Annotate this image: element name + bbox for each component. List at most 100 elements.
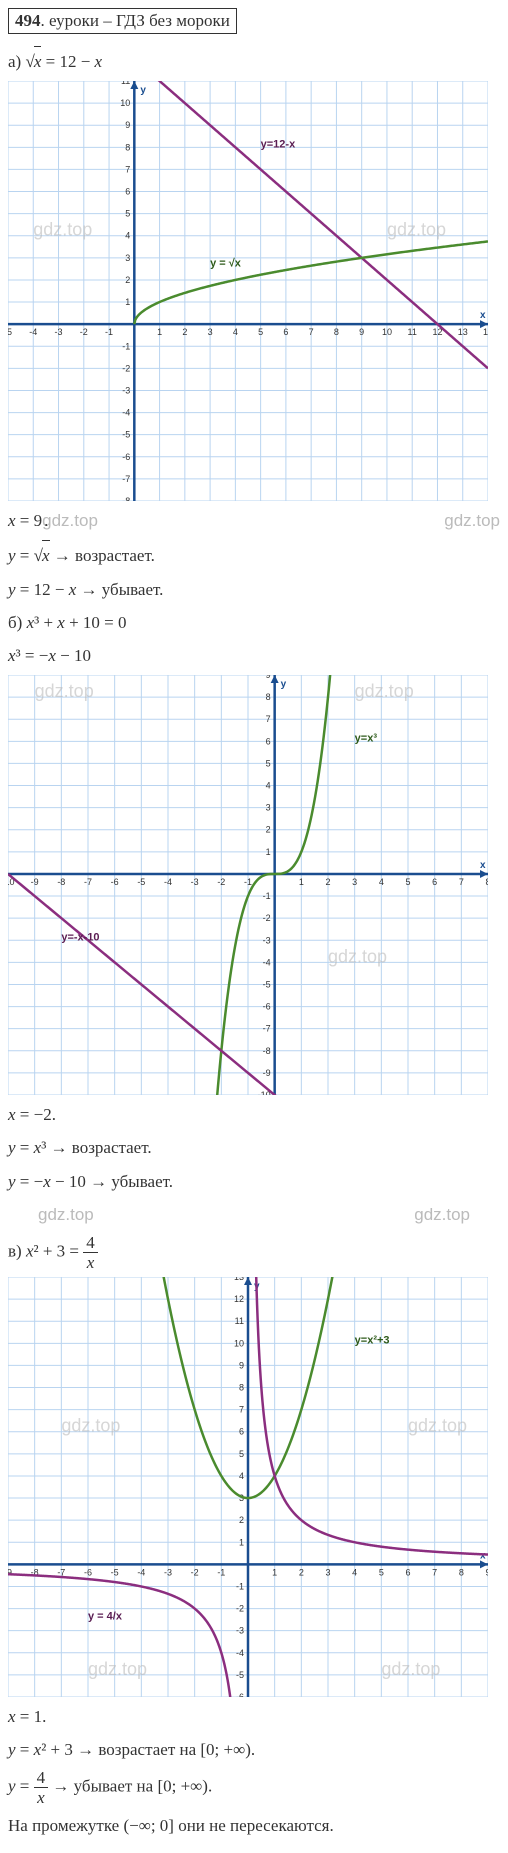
svg-text:-7: -7 bbox=[84, 877, 92, 887]
svg-text:2: 2 bbox=[266, 825, 271, 835]
svg-text:9: 9 bbox=[125, 120, 130, 130]
header-text: . еуроки – ГДЗ без мороки bbox=[41, 11, 230, 30]
svg-text:6: 6 bbox=[405, 1567, 410, 1577]
svg-text:y=x³: y=x³ bbox=[355, 732, 378, 744]
svg-text:gdz.top: gdz.top bbox=[88, 1659, 147, 1679]
svg-text:12: 12 bbox=[234, 1294, 244, 1304]
problem-number: 494 bbox=[15, 11, 41, 30]
svg-text:14: 14 bbox=[483, 327, 488, 337]
part-c-mono1: y = x² + 3 → возрастает на [0; +∞). bbox=[8, 1736, 500, 1763]
part-c-equation: в) x² + 3 = 4x bbox=[8, 1234, 500, 1271]
svg-text:4: 4 bbox=[352, 1567, 357, 1577]
svg-text:-8: -8 bbox=[122, 496, 130, 501]
svg-text:5: 5 bbox=[405, 877, 410, 887]
svg-text:gdz.top: gdz.top bbox=[328, 946, 387, 966]
svg-text:3: 3 bbox=[125, 253, 130, 263]
svg-text:7: 7 bbox=[459, 877, 464, 887]
svg-text:9: 9 bbox=[359, 327, 364, 337]
svg-text:-9: -9 bbox=[263, 1068, 271, 1078]
svg-text:gdz.top: gdz.top bbox=[381, 1659, 440, 1679]
svg-text:2: 2 bbox=[299, 1567, 304, 1577]
svg-text:8: 8 bbox=[334, 327, 339, 337]
svg-text:-2: -2 bbox=[80, 327, 88, 337]
svg-text:-6: -6 bbox=[84, 1567, 92, 1577]
svg-text:6: 6 bbox=[432, 877, 437, 887]
svg-text:-5: -5 bbox=[236, 1670, 244, 1680]
part-b-eq1: б) x³ + x + 10 = 0 bbox=[8, 609, 500, 636]
svg-text:-5: -5 bbox=[137, 877, 145, 887]
svg-text:-5: -5 bbox=[111, 1567, 119, 1577]
svg-text:-6: -6 bbox=[236, 1692, 244, 1697]
svg-text:-4: -4 bbox=[29, 327, 37, 337]
svg-text:gdz.top: gdz.top bbox=[355, 681, 414, 701]
svg-text:7: 7 bbox=[239, 1405, 244, 1415]
svg-text:-1: -1 bbox=[244, 877, 252, 887]
svg-text:x: x bbox=[480, 1550, 486, 1561]
svg-text:y = √x: y = √x bbox=[210, 258, 242, 270]
svg-text:gdz.top: gdz.top bbox=[35, 681, 94, 701]
chart-b: -10-9-8-7-6-5-4-3-2-112345678-10-9-8-7-6… bbox=[8, 675, 488, 1095]
svg-text:-1: -1 bbox=[105, 327, 113, 337]
svg-text:y=12-x: y=12-x bbox=[261, 139, 296, 151]
part-c-mono2: y = 4x → убывает на [0; +∞). bbox=[8, 1769, 500, 1806]
svg-text:-2: -2 bbox=[217, 877, 225, 887]
part-c-answer: x = 1. bbox=[8, 1703, 500, 1730]
svg-text:-5: -5 bbox=[122, 430, 130, 440]
svg-text:-7: -7 bbox=[263, 1024, 271, 1034]
svg-text:3: 3 bbox=[208, 327, 213, 337]
svg-text:13: 13 bbox=[234, 1277, 244, 1282]
svg-text:x: x bbox=[480, 860, 486, 871]
svg-text:4: 4 bbox=[266, 781, 271, 791]
svg-text:4: 4 bbox=[233, 327, 238, 337]
svg-text:2: 2 bbox=[125, 275, 130, 285]
svg-text:5: 5 bbox=[258, 327, 263, 337]
svg-text:-1: -1 bbox=[122, 341, 130, 351]
part-a-mono2: y = 12 − x → убывает. bbox=[8, 576, 500, 603]
svg-text:-6: -6 bbox=[122, 452, 130, 462]
svg-text:-8: -8 bbox=[57, 877, 65, 887]
svg-text:7: 7 bbox=[309, 327, 314, 337]
svg-text:8: 8 bbox=[239, 1382, 244, 1392]
svg-text:1: 1 bbox=[299, 877, 304, 887]
svg-text:9: 9 bbox=[266, 675, 271, 680]
svg-text:gdz.top: gdz.top bbox=[408, 1416, 467, 1436]
svg-text:1: 1 bbox=[272, 1567, 277, 1577]
chart-c: -9-8-7-6-5-4-3-2-1123456789-6-5-4-3-2-11… bbox=[8, 1277, 488, 1697]
svg-text:-9: -9 bbox=[8, 1567, 12, 1577]
svg-text:-4: -4 bbox=[122, 408, 130, 418]
svg-text:-9: -9 bbox=[31, 877, 39, 887]
svg-text:2: 2 bbox=[325, 877, 330, 887]
svg-text:-3: -3 bbox=[236, 1626, 244, 1636]
part-a-mono1: y = x → возрастает. bbox=[8, 540, 500, 569]
svg-text:-3: -3 bbox=[164, 1567, 172, 1577]
svg-text:4: 4 bbox=[125, 231, 130, 241]
svg-text:8: 8 bbox=[459, 1567, 464, 1577]
part-b-eq2: x³ = −x − 10 bbox=[8, 642, 500, 669]
svg-text:4: 4 bbox=[379, 877, 384, 887]
svg-text:2: 2 bbox=[182, 327, 187, 337]
svg-text:10: 10 bbox=[234, 1338, 244, 1348]
svg-text:-4: -4 bbox=[236, 1648, 244, 1658]
svg-text:5: 5 bbox=[266, 759, 271, 769]
svg-text:6: 6 bbox=[125, 187, 130, 197]
svg-text:1: 1 bbox=[125, 297, 130, 307]
svg-text:1: 1 bbox=[239, 1537, 244, 1547]
svg-text:-4: -4 bbox=[137, 1567, 145, 1577]
svg-text:2: 2 bbox=[239, 1515, 244, 1525]
svg-text:9: 9 bbox=[485, 1567, 488, 1577]
svg-text:7: 7 bbox=[432, 1567, 437, 1577]
svg-text:y: y bbox=[281, 679, 287, 690]
svg-text:11: 11 bbox=[121, 81, 130, 86]
svg-text:6: 6 bbox=[283, 327, 288, 337]
svg-text:11: 11 bbox=[408, 327, 417, 337]
svg-text:-7: -7 bbox=[122, 474, 130, 484]
part-b-mono2: y = −x − 10 → убывает. bbox=[8, 1168, 500, 1195]
svg-text:4: 4 bbox=[239, 1471, 244, 1481]
chart-a: -5-4-3-2-11234567891011121314-8-7-6-5-4-… bbox=[8, 81, 488, 501]
svg-text:7: 7 bbox=[125, 165, 130, 175]
svg-text:8: 8 bbox=[125, 143, 130, 153]
svg-text:-2: -2 bbox=[122, 364, 130, 374]
svg-text:-3: -3 bbox=[55, 327, 63, 337]
svg-text:8: 8 bbox=[485, 877, 488, 887]
svg-text:-1: -1 bbox=[263, 891, 271, 901]
